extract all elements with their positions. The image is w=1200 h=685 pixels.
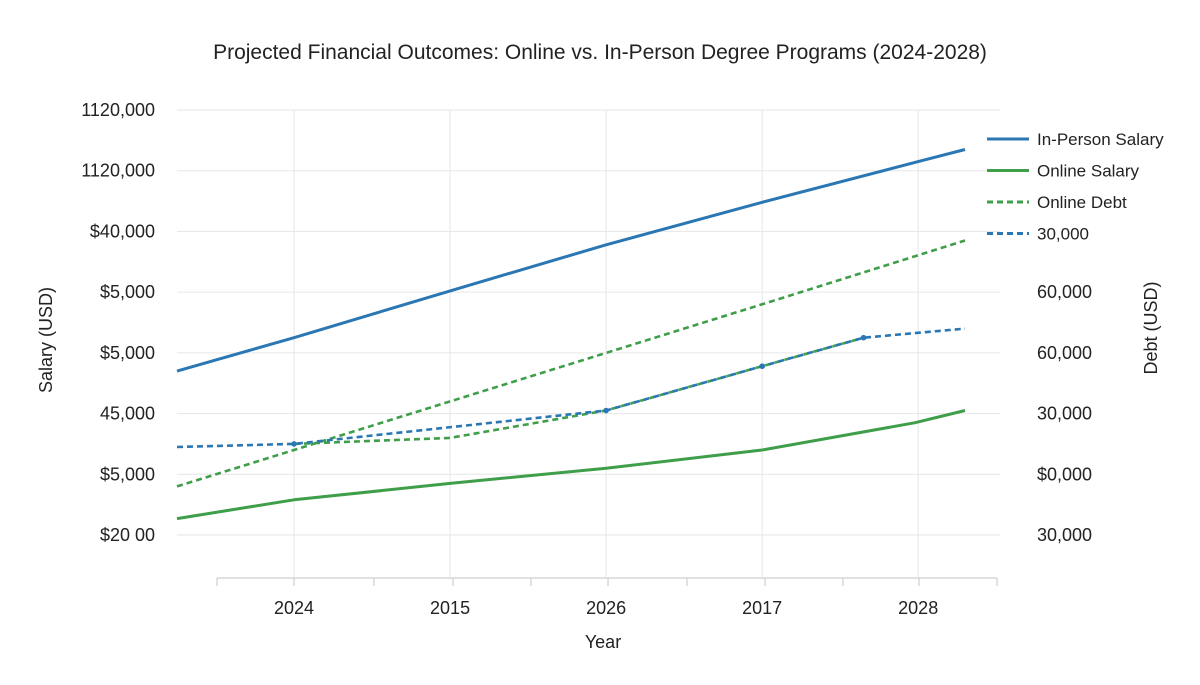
x-tick-label: 2024 <box>274 598 314 618</box>
x-tick-label: 2028 <box>898 598 938 618</box>
legend: In-Person Salary Online Salary Online Debt… <box>987 130 1164 244</box>
series-line-3 <box>293 336 864 446</box>
series-line-2 <box>176 239 966 488</box>
chart-title: Projected Financial Outcomes: Online vs.… <box>213 41 987 64</box>
y-tick-label-right: 60,000 <box>1037 282 1092 302</box>
series-line-1 <box>176 409 966 521</box>
x-tick-label: 2017 <box>742 598 782 618</box>
series-line-0 <box>176 148 966 373</box>
y-tick-label-left: $5,000 <box>100 282 155 302</box>
legend-label: Online Salary <box>1037 162 1140 181</box>
series-lines <box>176 148 966 521</box>
legend-label: In-Person Salary <box>1037 130 1164 149</box>
y-tick-label-right: $0,000 <box>1037 464 1092 484</box>
series-point <box>860 334 867 341</box>
y-tick-label-right: 30,000 <box>1037 404 1092 424</box>
series-point <box>759 363 765 370</box>
series-point <box>603 407 609 414</box>
x-tick-label: 2015 <box>430 598 470 618</box>
y-tick-label-right: 60,000 <box>1037 343 1092 363</box>
y-tick-label-right: 30,000 <box>1037 525 1092 545</box>
y-tick-label-left: $40,000 <box>90 221 155 241</box>
y-axis-label-right: Debt (USD) <box>1141 281 1161 374</box>
y-tick-label-left: 45,000 <box>100 404 155 424</box>
y-tick-label-left: $20 00 <box>100 525 155 545</box>
y-tick-label-left: 1120,000 <box>81 100 155 120</box>
series-point <box>291 441 297 447</box>
legend-label: Online Debt <box>1037 193 1127 212</box>
y-tick-label-left: $5,000 <box>100 464 155 484</box>
legend-label: 30,000 <box>1037 225 1089 244</box>
series-line-4 <box>176 327 966 449</box>
y-tick-label-left: 1120,000 <box>81 161 155 181</box>
x-tick-label: 2026 <box>586 598 626 618</box>
x-axis-label: Year <box>585 632 621 652</box>
grid <box>177 109 1000 578</box>
tick-labels: 1120,000 1120,000 $40,000 $5,000 $5,000 45,00… <box>81 100 1092 618</box>
y-tick-label-left: $5,000 <box>100 343 155 363</box>
axes <box>216 577 998 586</box>
y-axis-label-left: Salary (USD) <box>36 287 56 393</box>
